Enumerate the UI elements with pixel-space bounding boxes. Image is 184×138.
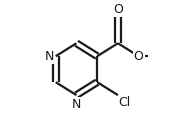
Text: Cl: Cl [118,96,131,109]
Text: N: N [72,98,81,111]
Text: O: O [113,3,123,16]
Text: O: O [134,50,144,63]
Text: N: N [45,50,54,63]
